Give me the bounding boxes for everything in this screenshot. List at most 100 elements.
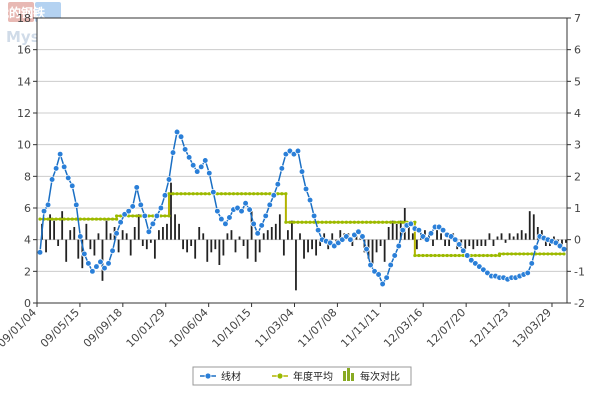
annual-average-point: [389, 220, 393, 224]
left-axis-tick-label: 6: [24, 202, 31, 215]
wire-rod-price-point: [460, 247, 467, 254]
comparison-bar: [262, 233, 265, 240]
wire-rod-price-point: [290, 151, 298, 158]
annual-average-point: [292, 220, 296, 224]
wire-rod-price-point: [117, 219, 124, 226]
wire-rod-price-point: [262, 212, 269, 220]
comparison-bar: [303, 239, 305, 259]
comparison-bar: [295, 239, 297, 291]
wire-rod-price-point: [331, 242, 338, 250]
wire-rod-price-point: [141, 212, 148, 220]
wire-rod-price-point: [528, 260, 535, 267]
x-axis-tick-label: 12/11/23: [467, 306, 511, 350]
comparison-bar: [500, 233, 503, 240]
wire-rod-price-point: [77, 233, 84, 240]
comparison-bar: [137, 214, 140, 240]
comparison-bar: [299, 233, 301, 240]
wire-rod-price-point: [65, 174, 72, 182]
wire-rod-price-point: [173, 128, 181, 136]
annual-average-point: [235, 192, 240, 196]
annual-average-point: [179, 192, 183, 196]
comparison-bar: [234, 239, 237, 253]
comparison-bar: [77, 239, 80, 259]
comparison-bar: [73, 227, 76, 240]
annual-average-point: [215, 192, 219, 196]
annual-average-point: [413, 253, 417, 258]
annual-average-point: [276, 192, 280, 196]
comparison-bar: [468, 239, 471, 246]
right-axis-tick-label: -2: [574, 297, 585, 310]
annual-average-point: [119, 214, 123, 218]
wire-rod-price-point: [185, 154, 193, 161]
left-axis-tick-label: 4: [24, 234, 31, 247]
wire-rod-price-point: [113, 230, 120, 237]
wire-rod-price-point: [40, 208, 48, 215]
annual-average-point: [514, 252, 518, 256]
comparison-bar: [133, 227, 136, 240]
annual-average-point: [538, 252, 542, 256]
wire-rod-price-point: [423, 236, 431, 243]
wire-rod-price-point: [149, 220, 157, 227]
wire-rod-price-point: [274, 181, 281, 188]
legend-box: [192, 366, 412, 386]
wire-rod-price-point: [395, 242, 402, 250]
annual-average-point: [284, 192, 288, 196]
right-axis-tick-label: 6: [574, 44, 581, 57]
annual-average-point: [449, 253, 453, 258]
legend-bar-icon-1: [343, 371, 346, 381]
left-axis-tick-label: 2: [24, 265, 31, 278]
annual-average-point: [106, 217, 111, 221]
comparison-bar: [254, 239, 257, 262]
annual-average-point: [348, 220, 352, 224]
annual-average-point: [385, 220, 389, 224]
grid-layer: [37, 17, 567, 304]
wire-rod-price-point: [210, 189, 217, 196]
annual-average-point: [231, 192, 236, 196]
comparison-bar: [464, 239, 467, 250]
wire-rod-price-point: [177, 133, 185, 140]
comparison-bar: [371, 239, 374, 265]
wire-rod-price-point: [250, 220, 257, 227]
annual-average-point: [90, 217, 94, 221]
comparison-bar: [153, 239, 156, 259]
wire-rod-price-point: [246, 206, 253, 213]
annual-average-point: [207, 192, 211, 196]
annual-average-point: [505, 252, 510, 256]
watermark-text-top: 我的钢铁: [2, 5, 45, 20]
comparison-bar: [121, 230, 124, 240]
wire-rod-price-point: [339, 236, 346, 243]
wire-rod-price-point: [194, 168, 201, 175]
comparison-bar: [117, 239, 120, 253]
wire-rod-price-point: [214, 208, 221, 215]
annual-average-point: [550, 252, 554, 256]
annual-average-point: [50, 217, 54, 221]
annual-average-point: [159, 214, 163, 218]
comparison-bar: [286, 230, 289, 240]
wire-rod-price-point: [480, 266, 487, 273]
annual-average-point: [364, 220, 369, 224]
wire-rod-price-point: [85, 260, 92, 267]
wire-rod-price-point: [343, 233, 350, 240]
annual-average-point: [558, 252, 562, 256]
wire-rod-price-point: [57, 151, 64, 158]
annual-average-point: [114, 214, 119, 218]
comparison-bar: [202, 233, 205, 240]
comparison-bar: [484, 239, 487, 246]
annual-average-point: [485, 253, 490, 258]
comparison-bar: [53, 220, 56, 240]
comparison-bar: [170, 182, 172, 240]
left-axis-tick-label: 12: [17, 107, 31, 120]
wire-rod-price-point: [206, 170, 213, 177]
annual-average-point: [562, 252, 566, 256]
comparison-bar: [331, 233, 334, 240]
annual-average-point: [457, 253, 461, 258]
wire-rod-price-point: [351, 231, 358, 239]
legend-bar-icon-2: [347, 368, 350, 381]
wire-rod-price-point: [258, 222, 265, 229]
wire-rod-price-point: [447, 233, 455, 240]
annual-average-point: [469, 253, 473, 258]
comparison-bar: [444, 239, 446, 246]
annual-average-point: [98, 217, 103, 221]
x-axis-tick-label: 12/03/16: [381, 306, 425, 350]
